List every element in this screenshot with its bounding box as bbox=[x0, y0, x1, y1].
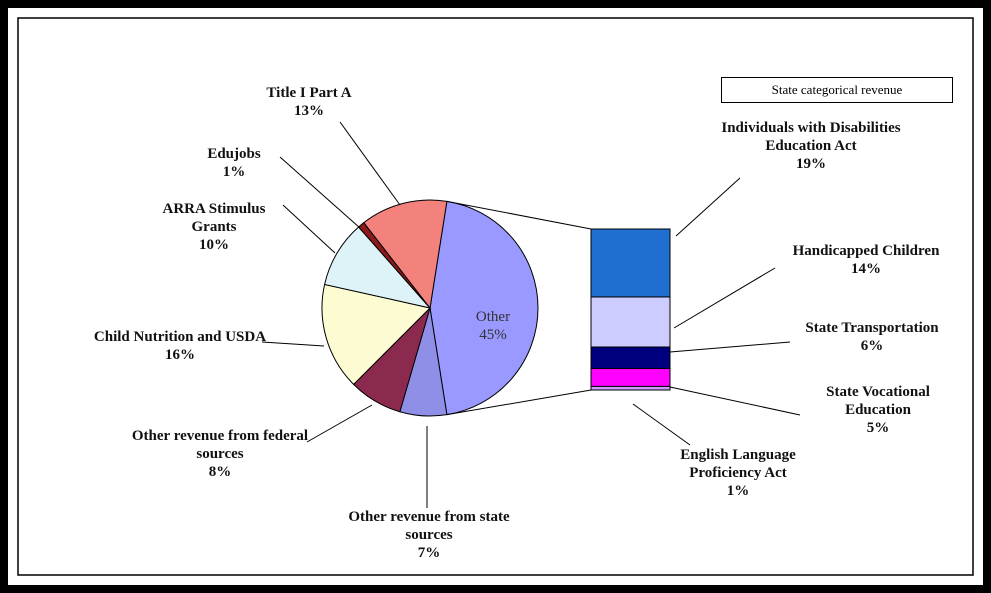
leader-line bbox=[306, 404, 373, 443]
data-label: State Vocational Education 5% bbox=[798, 383, 958, 437]
label-value: 14% bbox=[851, 261, 881, 277]
bar-segment bbox=[590, 368, 671, 387]
data-label: Edujobs 1% bbox=[194, 145, 274, 181]
label-name: State Transportation bbox=[805, 320, 939, 336]
label-name: Title I Part A bbox=[266, 85, 352, 101]
leader-line bbox=[632, 403, 691, 446]
bar-segment bbox=[590, 296, 671, 348]
bar-title: State categorical revenue bbox=[721, 77, 953, 103]
data-label: Other 45% bbox=[463, 308, 523, 344]
pie-slice bbox=[321, 283, 431, 386]
label-name: Individuals with Disabilities Education … bbox=[721, 120, 901, 154]
bar-segment bbox=[590, 385, 671, 391]
label-value: 10% bbox=[199, 237, 229, 253]
data-label: Title I Part A 13% bbox=[244, 84, 374, 120]
label-value: 45% bbox=[479, 327, 507, 343]
label-name: Handicapped Children bbox=[792, 243, 940, 259]
label-value: 6% bbox=[860, 338, 884, 354]
bar-segment bbox=[590, 228, 671, 298]
connector bbox=[446, 200, 592, 230]
leader-line bbox=[673, 267, 776, 329]
pie-slice bbox=[363, 199, 448, 310]
leader-line bbox=[339, 121, 401, 206]
leader-line bbox=[669, 386, 801, 416]
pie-slice bbox=[429, 200, 539, 416]
label-value: 5% bbox=[866, 420, 890, 436]
connector bbox=[446, 389, 592, 416]
data-label: English Language Proficiency Act 1% bbox=[653, 446, 823, 500]
leader-line bbox=[282, 204, 336, 254]
label-name: State Vocational Education bbox=[826, 384, 930, 418]
data-label: Other revenue from federal sources 8% bbox=[130, 427, 310, 481]
label-value: 16% bbox=[165, 347, 195, 363]
label-name: Other revenue from federal sources bbox=[131, 428, 309, 462]
data-label: ARRA Stimulus Grants 10% bbox=[149, 200, 279, 254]
label-name: English Language Proficiency Act bbox=[680, 447, 796, 481]
data-label: Other revenue from state sources 7% bbox=[339, 508, 519, 562]
label-value: 8% bbox=[208, 464, 232, 480]
leader-line bbox=[669, 341, 791, 353]
label-name: Other bbox=[475, 309, 511, 325]
label-name: Other revenue from state sources bbox=[348, 509, 510, 543]
data-label: Child Nutrition and USDA 16% bbox=[93, 328, 268, 364]
leader-line bbox=[279, 156, 361, 229]
label-value: 1% bbox=[726, 483, 750, 499]
label-name: Edujobs bbox=[207, 146, 261, 162]
data-label: Handicapped Children 14% bbox=[766, 242, 966, 278]
label-name: Child Nutrition and USDA bbox=[93, 329, 267, 345]
inner-frame bbox=[17, 17, 974, 576]
leader-line bbox=[675, 177, 741, 237]
label-value: 1% bbox=[222, 164, 246, 180]
bar-segment bbox=[590, 346, 671, 370]
label-value: 19% bbox=[796, 156, 826, 172]
label-value: 7% bbox=[417, 545, 441, 561]
data-label: State Transportation 6% bbox=[772, 319, 972, 355]
data-label: Individuals with Disabilities Education … bbox=[711, 119, 911, 173]
label-name: ARRA Stimulus Grants bbox=[162, 201, 266, 235]
leader-line bbox=[261, 341, 325, 347]
label-value: 13% bbox=[294, 103, 324, 119]
